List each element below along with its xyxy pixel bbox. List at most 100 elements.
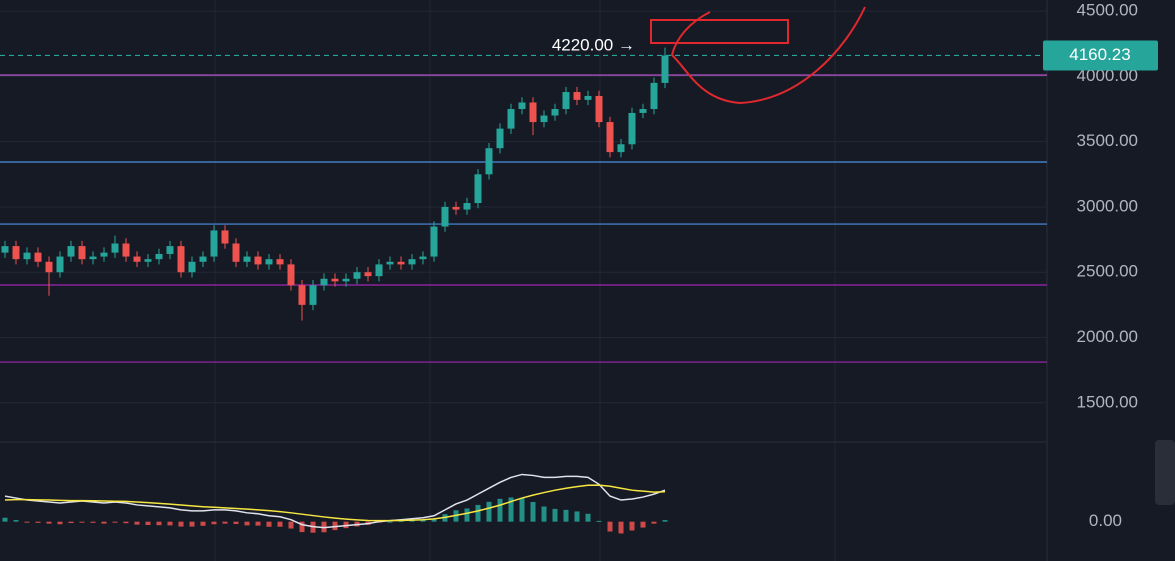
- macd-histogram-bar: [112, 521, 118, 523]
- candle-body: [540, 115, 548, 123]
- macd-histogram-bar: [2, 517, 8, 522]
- candle-body: [529, 102, 537, 123]
- macd-histogram-bar: [200, 521, 206, 526]
- candle-body: [287, 264, 295, 286]
- macd-histogram-bar: [189, 521, 195, 527]
- scroll-handle[interactable]: [1155, 440, 1175, 505]
- candle-body: [661, 55, 669, 83]
- macd-histogram-bar: [178, 521, 184, 527]
- candle-body: [133, 256, 141, 262]
- price-label-box: [1043, 40, 1158, 71]
- y-tick-label: 4500.00: [1077, 1, 1138, 20]
- candle-body: [452, 206, 460, 210]
- macd-histogram-bar: [145, 521, 151, 526]
- macd-histogram-bar: [431, 518, 437, 522]
- macd-histogram-bar: [57, 521, 63, 525]
- macd-histogram-bar: [552, 508, 558, 522]
- macd-histogram-bar: [156, 521, 162, 526]
- macd-histogram-bar: [35, 521, 41, 523]
- candle-body: [309, 285, 317, 305]
- macd-histogram-bar: [640, 521, 646, 528]
- y-tick-label: 1500.00: [1077, 392, 1138, 411]
- price-label: 4160.23: [1069, 45, 1130, 64]
- candle-body: [639, 109, 647, 113]
- macd-histogram-bar: [46, 521, 52, 524]
- candle-body: [45, 261, 53, 273]
- candle-body: [298, 285, 306, 305]
- candle-body: [507, 109, 515, 129]
- y-tick-label: 2000.00: [1077, 327, 1138, 346]
- candle-body: [320, 278, 328, 286]
- macd-histogram-bar: [90, 521, 96, 523]
- candle-body: [441, 206, 449, 227]
- plot: [0, 10, 1047, 534]
- macd-histogram-bar: [244, 521, 250, 526]
- macd-histogram-bar: [585, 513, 591, 522]
- candle-body: [122, 243, 130, 257]
- macd-histogram-bar: [68, 521, 74, 524]
- candle-body: [210, 230, 218, 257]
- macd-histogram-bar: [299, 521, 305, 533]
- macd-histogram-bar: [618, 521, 624, 534]
- candle-body: [265, 259, 273, 265]
- macd-histogram-bar: [288, 521, 294, 529]
- candle-body: [34, 252, 42, 262]
- annotation: 4220.00 →: [552, 35, 635, 54]
- y-tick-label: 4000.00: [1077, 66, 1138, 85]
- candle-body: [584, 95, 592, 100]
- macd-histogram-bar: [464, 508, 470, 522]
- candle-body: [56, 256, 64, 273]
- candle-body: [254, 256, 262, 265]
- candle-body: [463, 203, 471, 210]
- candle-body: [243, 256, 251, 262]
- macd-histogram-bar: [13, 520, 19, 522]
- candle-body: [188, 261, 196, 273]
- macd-histogram-bar: [651, 521, 657, 524]
- macd-histogram-bar: [519, 498, 525, 522]
- macd-tick-label: 0.00: [1089, 511, 1122, 530]
- candle-body: [199, 256, 207, 262]
- candle-body: [518, 102, 526, 110]
- candle-body: [342, 278, 350, 282]
- macd-histogram-bar: [255, 521, 261, 526]
- macd-histogram-bar: [607, 521, 613, 532]
- macd-histogram-bar: [662, 520, 668, 522]
- candle-body: [1, 246, 9, 253]
- macd-histogram-bar: [420, 519, 426, 522]
- candle-body: [474, 174, 482, 204]
- candle-body: [221, 230, 229, 244]
- candle-body: [166, 246, 174, 254]
- candle-body: [232, 243, 240, 262]
- candle-body: [12, 246, 20, 260]
- candle-body: [617, 144, 625, 153]
- candle-body: [430, 226, 438, 257]
- macd-histogram-bar: [486, 501, 492, 522]
- macd-histogram-bar: [398, 520, 404, 522]
- candle-body: [573, 92, 581, 100]
- candle-body: [562, 92, 570, 110]
- candle-body: [386, 261, 394, 265]
- macd-histogram-bar: [101, 521, 107, 524]
- macd-histogram-bar: [134, 521, 140, 525]
- macd-histogram-bar: [277, 521, 283, 527]
- candle-body: [606, 122, 614, 153]
- candle-body: [485, 148, 493, 175]
- macd-histogram-bar: [167, 521, 173, 526]
- candle-body: [595, 95, 603, 123]
- macd-histogram-bar: [497, 498, 503, 522]
- macd-histogram-bar: [211, 521, 217, 525]
- candle-body: [89, 256, 97, 260]
- candle-body: [353, 272, 361, 279]
- drawn-curve: [670, 6, 866, 105]
- candle-body: [78, 246, 86, 260]
- macd-histogram-bar: [508, 497, 514, 522]
- macd-line: [4, 484, 666, 522]
- y-tick-label: 3000.00: [1077, 196, 1138, 215]
- candle-body: [111, 243, 119, 253]
- y-tick-label: 2500.00: [1077, 262, 1138, 281]
- macd-histogram-bar: [387, 521, 393, 523]
- candle-body: [144, 259, 152, 262]
- candle-body: [628, 112, 636, 145]
